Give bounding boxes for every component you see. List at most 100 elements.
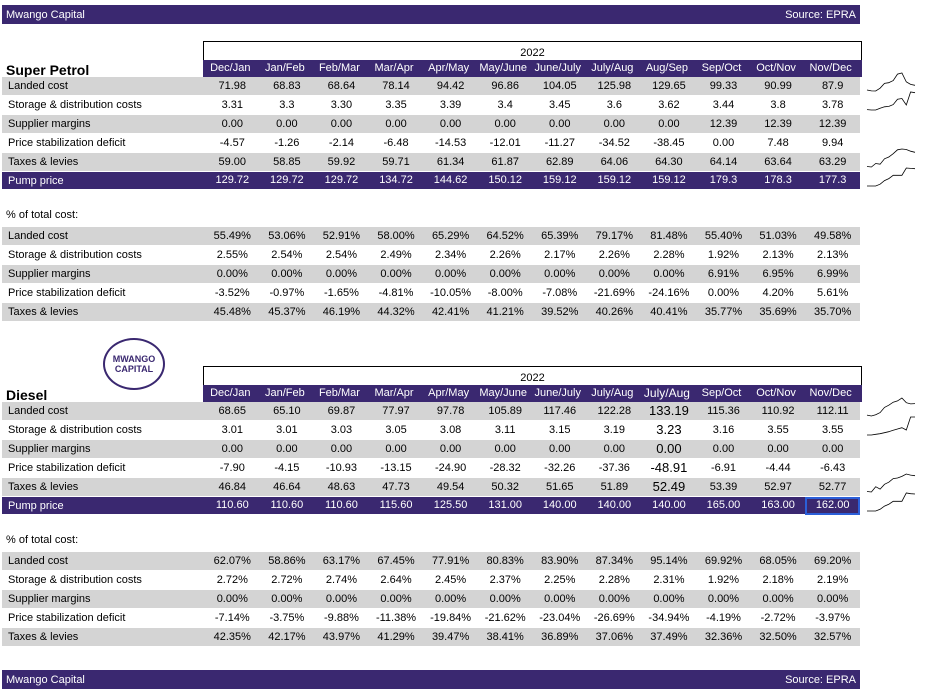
diesel-cell[interactable]: 125.50 [433,499,468,511]
petrol-cell[interactable]: -34.52 [598,137,630,149]
petrol-cell[interactable]: 78.14 [382,80,410,92]
diesel-cell[interactable]: 105.89 [488,405,522,417]
diesel-cell[interactable]: 110.92 [761,405,795,417]
diesel-pct-cell[interactable]: 0.00% [817,593,849,605]
petrol-pct-cell[interactable]: 5.61% [817,287,849,299]
diesel-cell[interactable]: 110.60 [325,499,358,511]
diesel-cell[interactable]: 115.60 [379,499,413,511]
diesel-pct-cell[interactable]: 0.00% [380,593,412,605]
diesel-cell[interactable]: -37.36 [598,462,630,474]
petrol-pct-cell[interactable]: 2.26% [489,249,521,261]
diesel-pct-cell[interactable]: 63.17% [322,555,361,567]
diesel-pct-cell[interactable]: 0.00% [707,593,740,605]
petrol-cell[interactable]: 159.12 [597,174,632,186]
diesel-cell[interactable]: 133.19 [649,403,689,418]
petrol-pct-cell[interactable]: 2.34% [435,249,467,261]
petrol-pct-cell[interactable]: 0.00% [271,268,303,280]
petrol-pct-cell[interactable]: 0.00% [653,268,685,280]
petrol-cell[interactable]: 7.48 [767,137,789,149]
petrol-pct-cell[interactable]: 0.00% [598,268,630,280]
petrol-pct-cell[interactable]: -24.16% [648,287,690,299]
petrol-pct-cell[interactable]: 2.54% [325,249,358,261]
petrol-pct-cell[interactable]: -4.81% [378,287,414,299]
petrol-cell[interactable]: 59.00 [218,156,247,168]
diesel-pct-cell[interactable]: 87.34% [595,555,633,567]
diesel-cell[interactable]: 3.11 [494,424,516,436]
diesel-pct-cell[interactable]: 0.00% [271,593,303,605]
diesel-cell[interactable]: 65.10 [273,405,301,417]
diesel-pct-cell[interactable]: 0.00% [435,593,467,605]
diesel-cell[interactable]: 0.00 [549,443,571,455]
petrol-cell[interactable]: 177.3 [818,174,847,186]
petrol-pct-cell[interactable]: 53.06% [268,230,306,242]
diesel-cell[interactable]: -13.15 [380,462,412,474]
diesel-pct-cell[interactable]: 43.97% [322,631,361,643]
diesel-cell[interactable]: 131.00 [488,499,522,511]
petrol-cell[interactable]: 68.64 [327,80,356,92]
diesel-pct-cell[interactable]: 2.74% [325,574,358,586]
diesel-pct-cell[interactable]: -3.97% [815,612,851,624]
diesel-pct-cell[interactable]: 42.17% [268,631,306,643]
diesel-cell[interactable]: 97.78 [436,405,465,417]
petrol-cell[interactable]: 129.65 [652,80,686,92]
diesel-cell[interactable]: 49.54 [436,481,465,493]
diesel-pct-cell[interactable]: 0.00% [216,593,248,605]
petrol-pct-cell[interactable]: 55.40% [704,230,743,242]
diesel-cell[interactable]: 68.65 [218,405,247,417]
petrol-pct-cell[interactable]: -21.69% [593,287,635,299]
diesel-pct-cell[interactable]: 36.89% [541,631,579,643]
diesel-pct-cell[interactable]: 2.72% [216,574,248,586]
diesel-pct-cell[interactable]: -21.62% [484,612,526,624]
petrol-pct-cell[interactable]: 0.00% [380,268,412,280]
petrol-pct-cell[interactable]: 40.26% [595,306,633,318]
petrol-cell[interactable]: 3.3 [279,99,295,111]
diesel-cell[interactable]: -6.91 [710,462,737,474]
diesel-pct-cell[interactable]: 62.07% [213,555,251,567]
diesel-pct-cell[interactable]: 39.47% [431,631,470,643]
diesel-cell[interactable]: -10.93 [325,462,358,474]
petrol-pct-cell[interactable]: 0.00% [544,268,576,280]
petrol-cell[interactable]: 3.8 [770,99,786,111]
petrol-pct-cell[interactable]: 65.39% [541,230,579,242]
petrol-cell[interactable]: 62.89 [545,156,574,168]
diesel-cell[interactable]: 0.00 [385,443,407,455]
petrol-pct-cell[interactable]: 4.20% [762,287,794,299]
petrol-cell[interactable]: 0.00 [276,118,298,130]
petrol-cell[interactable]: -12.01 [489,137,521,149]
petrol-cell[interactable]: 12.39 [764,118,792,130]
diesel-cell[interactable]: 46.64 [273,481,301,493]
petrol-pct-cell[interactable]: 45.37% [268,306,306,318]
petrol-cell[interactable]: 0.00 [221,118,243,130]
petrol-pct-cell[interactable]: -0.97% [269,287,305,299]
diesel-pct-cell[interactable]: 2.31% [653,574,685,586]
petrol-cell[interactable]: 59.71 [382,156,410,168]
diesel-pct-cell[interactable]: 80.83% [486,555,524,567]
petrol-cell[interactable]: 61.34 [436,156,465,168]
diesel-cell[interactable]: 52.49 [652,479,686,494]
petrol-cell[interactable]: 159.12 [542,174,577,186]
petrol-pct-cell[interactable]: 2.28% [653,249,685,261]
petrol-cell[interactable]: -6.48 [383,137,409,149]
petrol-pct-cell[interactable]: 6.91% [707,268,740,280]
diesel-pct-cell[interactable]: -23.04% [539,612,581,624]
diesel-cell[interactable]: 165.00 [706,499,741,511]
petrol-cell[interactable]: 3.35 [385,99,407,111]
diesel-cell[interactable]: 0.00 [439,443,462,455]
petrol-cell[interactable]: 125.98 [597,80,632,92]
petrol-pct-cell[interactable]: 2.13% [762,249,794,261]
diesel-cell[interactable]: -6.43 [820,462,846,474]
petrol-pct-cell[interactable]: 35.77% [704,306,743,318]
petrol-cell[interactable]: 0.00 [439,118,462,130]
petrol-pct-cell[interactable]: 40.41% [650,306,688,318]
petrol-pct-cell[interactable]: 42.41% [431,306,470,318]
petrol-cell[interactable]: -11.27 [544,137,575,149]
petrol-cell[interactable]: 3.30 [330,99,353,111]
petrol-cell[interactable]: -2.14 [328,137,354,149]
diesel-pct-cell[interactable]: 0.00% [489,593,521,605]
petrol-pct-cell[interactable]: 0.00% [325,268,358,280]
petrol-cell[interactable]: 64.30 [655,156,683,168]
diesel-cell[interactable]: 52.97 [764,481,792,493]
diesel-cell[interactable]: 77.97 [382,405,410,417]
diesel-pct-cell[interactable]: -9.88% [324,612,359,624]
petrol-pct-cell[interactable]: -3.52% [214,287,250,299]
